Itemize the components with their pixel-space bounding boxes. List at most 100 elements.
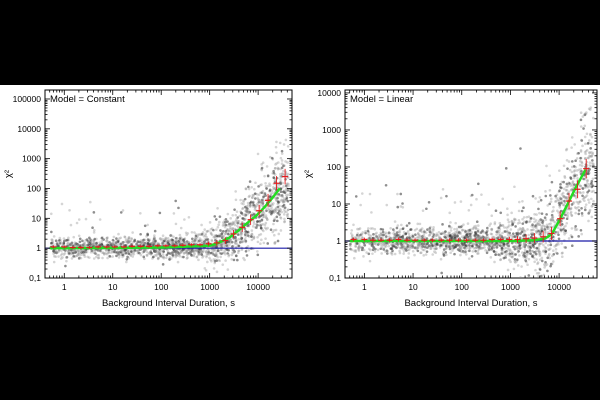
scatter-point xyxy=(57,250,61,253)
scatter-point xyxy=(520,230,524,234)
scatter-point xyxy=(565,221,569,225)
scatter-point xyxy=(233,236,237,239)
scatter-point xyxy=(287,184,290,188)
scatter-point xyxy=(401,206,405,209)
scatter-point xyxy=(432,233,436,236)
scatter-point xyxy=(555,196,559,200)
scatter-point xyxy=(210,259,213,263)
scatter-point xyxy=(509,228,513,231)
scatter-point xyxy=(252,203,255,207)
scatter-point xyxy=(434,247,438,250)
scatter-point xyxy=(273,241,276,245)
scatter-point xyxy=(92,257,96,260)
scatter-point xyxy=(276,196,279,200)
scatter-point xyxy=(468,229,472,232)
scatter-point xyxy=(360,248,364,252)
scatter-point xyxy=(170,251,173,255)
scatter-point xyxy=(566,167,569,170)
scatter-point xyxy=(283,217,286,221)
scatter-point xyxy=(286,161,289,164)
scatter-point xyxy=(471,227,475,230)
scatter-point xyxy=(468,234,472,238)
scatter-point xyxy=(252,235,256,239)
y-tick-label: 100000 xyxy=(13,94,42,104)
scatter-point xyxy=(371,227,374,230)
scatter-point xyxy=(200,223,203,227)
scatter-point xyxy=(538,251,542,254)
scatter-point xyxy=(279,216,282,219)
scatter-point xyxy=(281,200,285,204)
scatter-point xyxy=(485,236,488,240)
scatter-point xyxy=(176,254,180,257)
scatter-point xyxy=(539,218,542,221)
scatter-point xyxy=(590,155,593,158)
scatter-point xyxy=(248,210,252,214)
scatter-point xyxy=(354,242,358,246)
scatter-point xyxy=(118,253,122,257)
scatter-point xyxy=(579,191,583,195)
scatter-point xyxy=(416,243,420,247)
scatter-point xyxy=(428,230,432,234)
scatter-point xyxy=(126,240,129,244)
scatter-point xyxy=(234,198,238,202)
scatter-point xyxy=(521,199,524,203)
scatter-point xyxy=(584,203,588,206)
scatter-point xyxy=(560,197,564,200)
scatter-point xyxy=(215,254,219,257)
scatter-point xyxy=(505,252,509,256)
scatter-point xyxy=(517,228,520,232)
x-tick-label: 1000 xyxy=(501,282,520,292)
scatter-point xyxy=(592,116,595,120)
scatter-point xyxy=(240,240,244,244)
scatter-point xyxy=(279,177,282,181)
scatter-point xyxy=(572,170,576,173)
scatter-point xyxy=(204,232,208,236)
scatter-point xyxy=(419,251,422,255)
scatter-point xyxy=(230,240,234,244)
scatter-point xyxy=(151,244,155,247)
scatter-point xyxy=(523,241,526,245)
scatter-point xyxy=(280,210,284,214)
scatter-point xyxy=(507,224,511,227)
scatter-point xyxy=(573,169,577,172)
scatter-point xyxy=(545,223,549,227)
scatter-point xyxy=(369,248,372,252)
scatter-point xyxy=(279,167,283,171)
scatter-point xyxy=(93,237,97,241)
scatter-point xyxy=(571,180,575,183)
scatter-point xyxy=(113,250,116,254)
scatter-point xyxy=(215,245,219,248)
scatter-point xyxy=(119,250,123,254)
scatter-point xyxy=(210,227,214,230)
scatter-point xyxy=(385,249,389,253)
scatter-point xyxy=(102,252,106,255)
scatter-point xyxy=(390,236,394,240)
scatter-point xyxy=(350,248,354,252)
scatter-point xyxy=(590,215,594,219)
scatter-point xyxy=(175,254,179,257)
scatter-point xyxy=(171,242,175,245)
scatter-point xyxy=(432,247,436,250)
scatter-point xyxy=(466,237,470,240)
scatter-point xyxy=(500,247,504,250)
scatter-point xyxy=(476,252,479,255)
scatter-point xyxy=(537,247,541,251)
scatter-point xyxy=(271,210,275,213)
scatter-point xyxy=(115,243,118,246)
scatter-point xyxy=(266,184,270,188)
scatter-point xyxy=(421,243,425,246)
scatter-point xyxy=(407,252,411,255)
scatter-point xyxy=(250,233,254,236)
scatter-point xyxy=(232,251,235,255)
scatter-point xyxy=(224,220,227,224)
scatter-point xyxy=(398,246,402,250)
scatter-point xyxy=(240,220,244,224)
scatter-point xyxy=(121,253,124,257)
scatter-point xyxy=(219,248,223,251)
scatter-point xyxy=(192,249,195,252)
scatter-point xyxy=(108,241,111,244)
scatter-point xyxy=(356,237,359,240)
scatter-point xyxy=(86,255,90,259)
scatter-point xyxy=(490,246,494,249)
scatter-point xyxy=(95,237,98,241)
